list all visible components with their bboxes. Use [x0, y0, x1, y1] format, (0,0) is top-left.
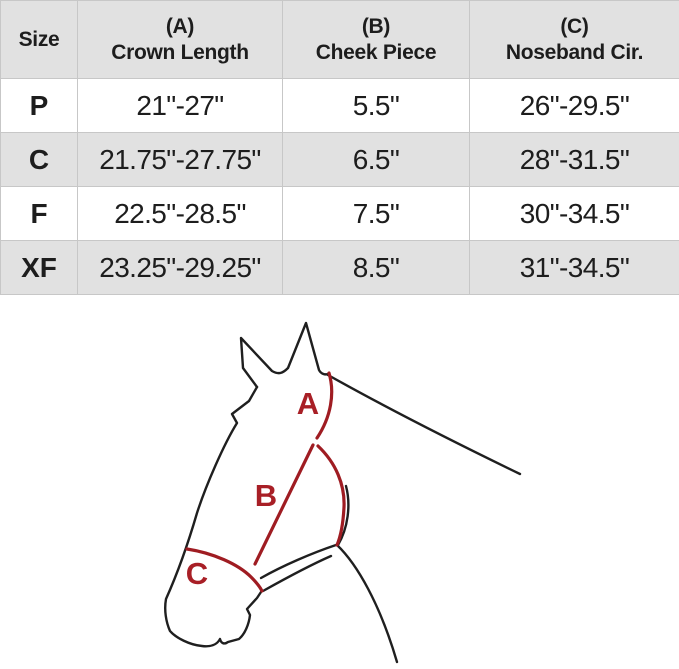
label-c: C: [186, 556, 208, 591]
horse-head-figure: A B C: [164, 321, 522, 664]
header-row: Size (A) Crown Length (B) Cheek Piece (C…: [0, 0, 679, 79]
header-noseband: (C) Noseband Cir.: [469, 0, 679, 79]
jowl-strap-path: [316, 444, 346, 547]
cheek-piece-value: 6.5": [282, 132, 470, 187]
table-row-p: P 21"-27" 5.5" 26"-29.5": [0, 78, 679, 133]
cheek-piece-value: 8.5": [282, 240, 470, 295]
crown-length-value: 21.75"-27.75": [77, 132, 283, 187]
size-value: XF: [0, 240, 78, 295]
header-cheek-piece: (B) Cheek Piece: [282, 0, 470, 79]
header-size-label: Size: [18, 27, 60, 51]
size-value: P: [0, 78, 78, 133]
header-noseband-code: (C): [560, 14, 589, 38]
table-row-f: F 22.5"-28.5" 7.5" 30"-34.5": [0, 186, 679, 241]
cheek-piece-value: 7.5": [282, 186, 470, 241]
label-a: A: [297, 386, 319, 421]
noseband-cir-value: 30"-34.5": [469, 186, 679, 241]
header-crown-code: (A): [165, 14, 195, 38]
noseband-cir-value: 28"-31.5": [469, 132, 679, 187]
size-chart-table: Size (A) Crown Length (B) Cheek Piece (C…: [0, 0, 679, 295]
horse-neck-topline-path: [326, 373, 522, 476]
size-value: C: [0, 132, 78, 187]
header-cheek-code: (B): [361, 14, 391, 38]
halter-measurement-diagram: A B C: [0, 297, 679, 669]
table-row-xf: XF 23.25"-29.25" 8.5" 31"-34.5": [0, 240, 679, 295]
table-row-c: C 21.75"-27.75" 6.5" 28"-31.5": [0, 132, 679, 187]
horse-face-muzzle-path: [164, 385, 263, 648]
crown-length-value: 21"-27": [77, 78, 283, 133]
horse-lower-jaw-path: [261, 554, 333, 593]
header-crown-length: (A) Crown Length: [77, 0, 283, 79]
header-cheek-label: Cheek Piece: [315, 40, 437, 64]
cheek-strap-b-path: [253, 443, 315, 566]
crown-strap-a-path: [315, 371, 334, 440]
header-size: Size: [0, 0, 78, 79]
label-b: B: [255, 478, 277, 513]
cheek-piece-value: 5.5": [282, 78, 470, 133]
header-crown-label: Crown Length: [111, 40, 249, 64]
size-value: F: [0, 186, 78, 241]
noseband-cir-value: 26"-29.5": [469, 78, 679, 133]
noseband-strap-c-path: [185, 547, 264, 593]
header-noseband-label: Noseband Cir.: [505, 40, 644, 64]
horse-ears-path: [239, 321, 330, 389]
crown-length-value: 22.5"-28.5": [77, 186, 283, 241]
crown-length-value: 23.25"-29.25": [77, 240, 283, 295]
noseband-cir-value: 31"-34.5": [469, 240, 679, 295]
horse-throat-path: [335, 543, 399, 664]
horse-upper-jaw-path: [259, 543, 338, 580]
